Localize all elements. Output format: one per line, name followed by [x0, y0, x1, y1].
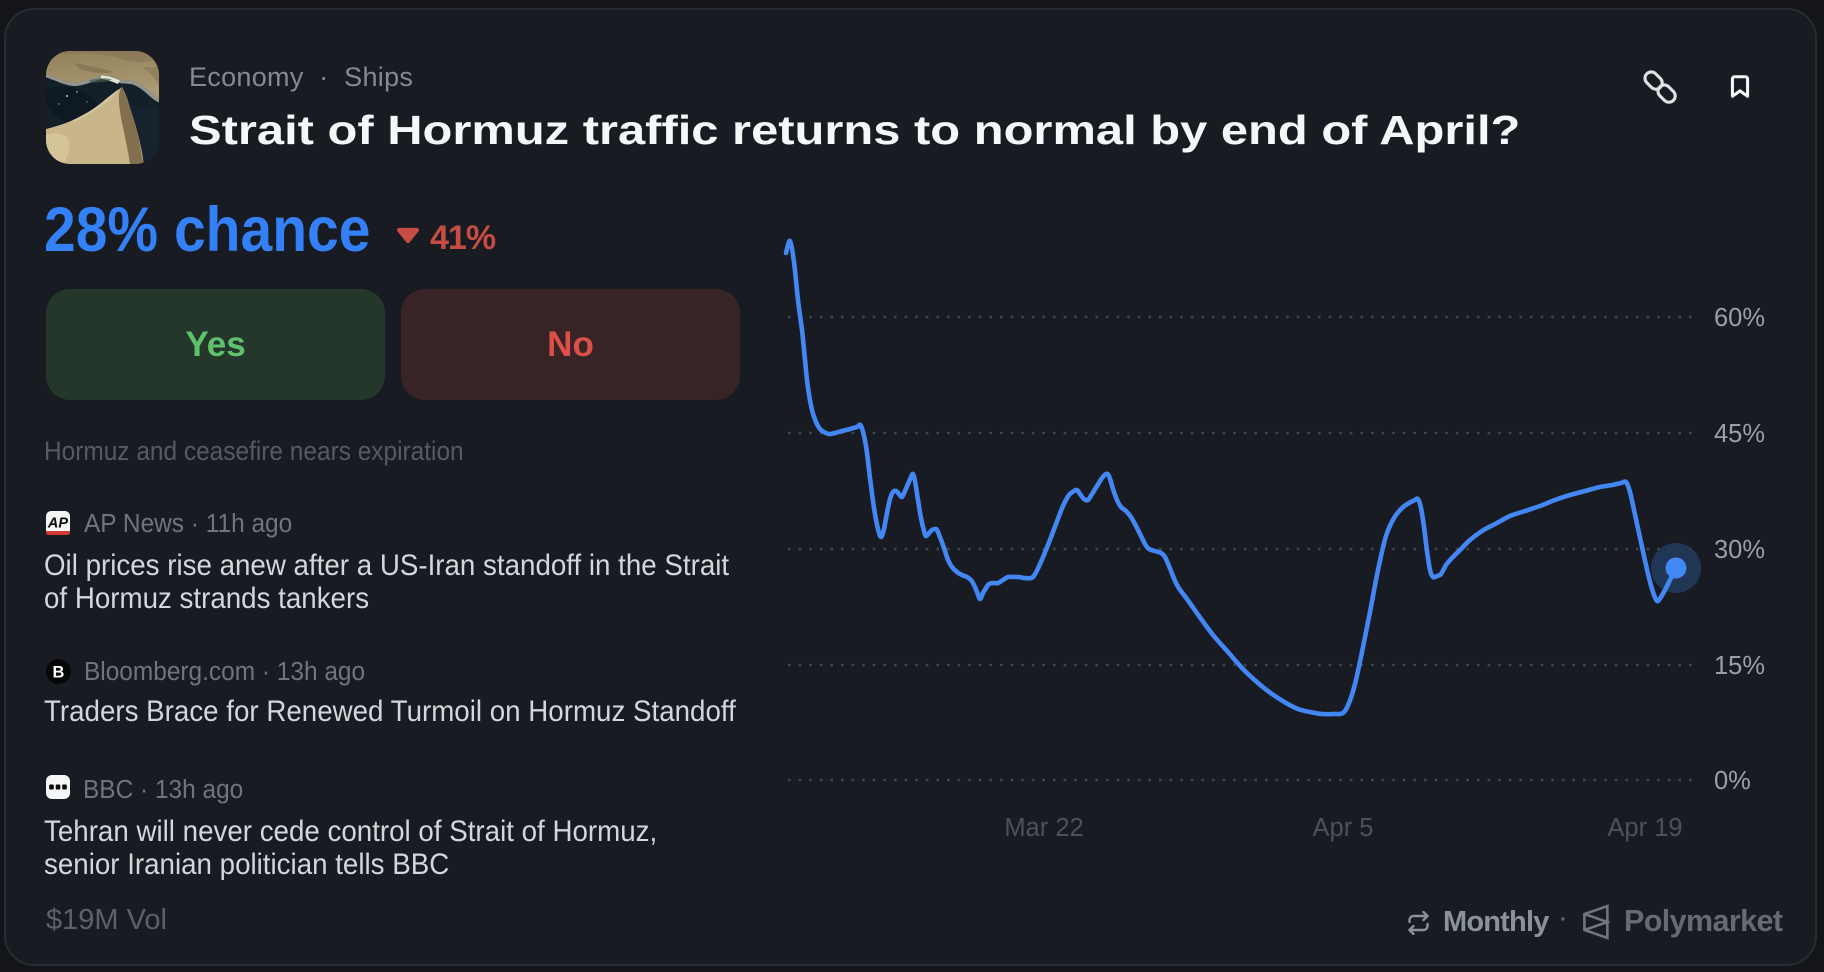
- svg-text:Apr 19: Apr 19: [1607, 814, 1682, 842]
- svg-text:0%: 0%: [1714, 767, 1751, 795]
- svg-text:B: B: [53, 664, 65, 682]
- svg-text:30%: 30%: [1714, 536, 1765, 564]
- svg-text:Mar 22: Mar 22: [1004, 814, 1083, 842]
- svg-text:Apr 5: Apr 5: [1313, 814, 1374, 842]
- svg-text:15%: 15%: [1714, 652, 1765, 680]
- svg-text:45%: 45%: [1714, 420, 1765, 448]
- svg-text:60%: 60%: [1714, 304, 1765, 332]
- svg-text:AP: AP: [47, 516, 68, 532]
